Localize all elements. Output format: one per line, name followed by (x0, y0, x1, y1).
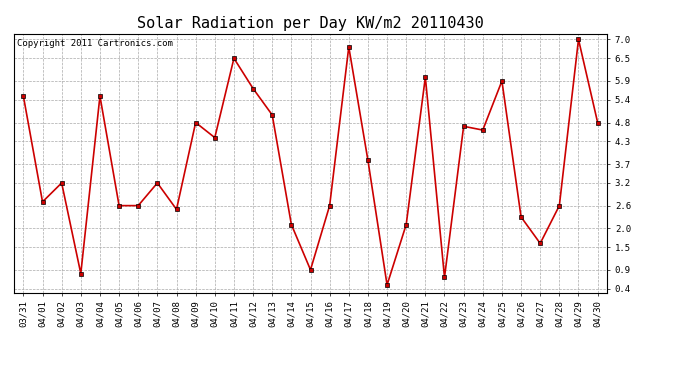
Text: Copyright 2011 Cartronics.com: Copyright 2011 Cartronics.com (17, 39, 172, 48)
Title: Solar Radiation per Day KW/m2 20110430: Solar Radiation per Day KW/m2 20110430 (137, 16, 484, 31)
